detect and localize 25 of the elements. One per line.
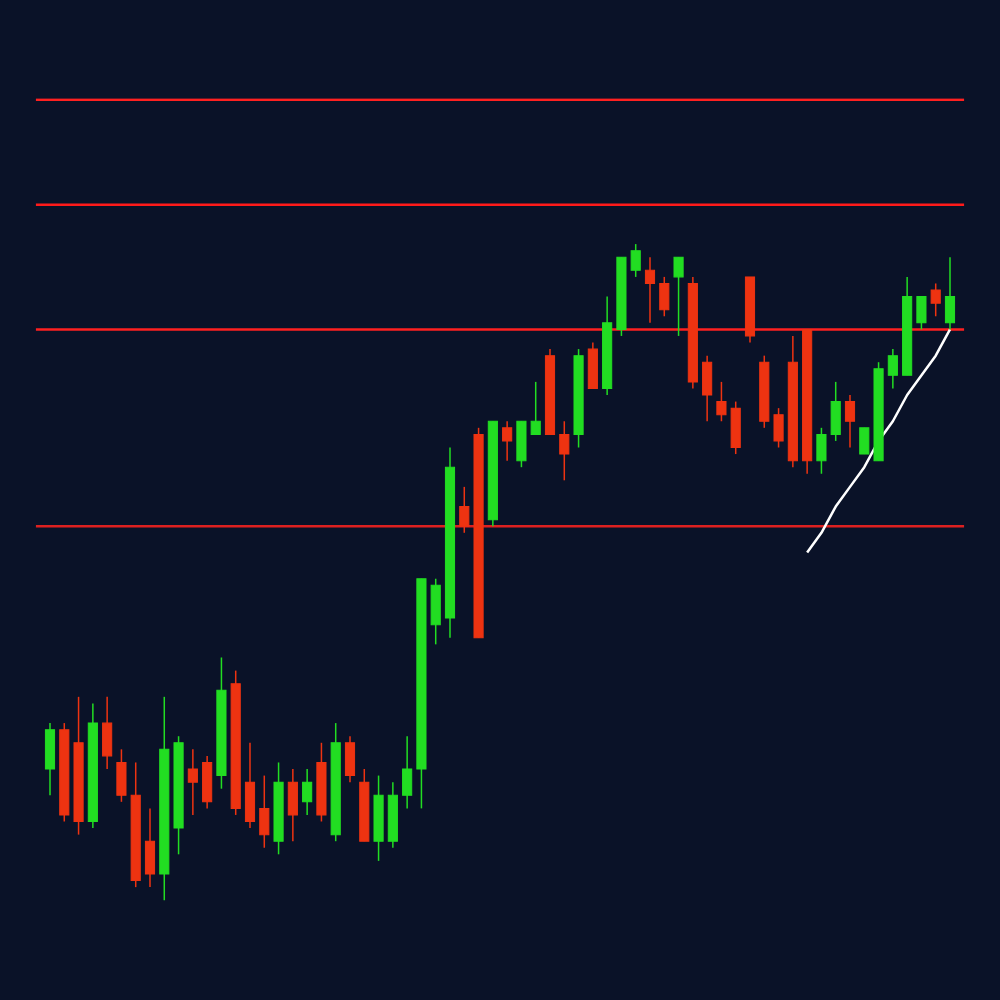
candlestick (102, 696, 113, 770)
candlestick (659, 276, 670, 318)
candlestick (930, 282, 941, 318)
candlestick (944, 256, 956, 331)
candlestick (187, 748, 198, 816)
candlestick (344, 735, 356, 783)
candlestick (202, 755, 213, 810)
candlestick (887, 348, 898, 390)
candlestick (373, 774, 384, 862)
candlestick (844, 394, 856, 449)
candlestick (702, 354, 713, 423)
candlestick (502, 420, 513, 462)
candlestick (287, 768, 298, 842)
candlestick (402, 735, 413, 810)
candlestick (44, 722, 56, 797)
candlestick (559, 420, 570, 482)
candlestick (387, 781, 398, 849)
candlestick (644, 256, 656, 324)
candlestick (259, 774, 270, 849)
candlestick (144, 807, 156, 888)
candlestick (673, 256, 684, 337)
candlestick (302, 768, 313, 816)
candlestick (587, 341, 598, 390)
candlestick (916, 295, 927, 331)
candlestick (244, 742, 256, 829)
